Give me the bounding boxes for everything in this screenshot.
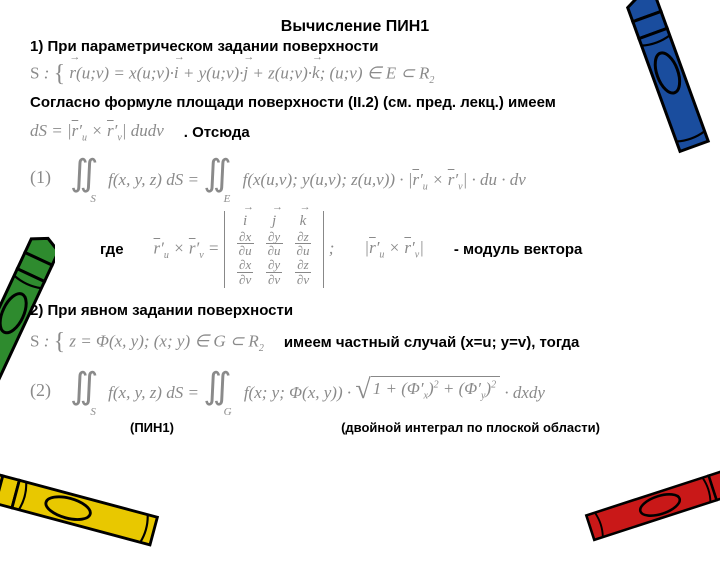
pin1-label: (ПИН1) (130, 420, 174, 435)
text-soglasno: Согласно формуле площади поверхности (II… (30, 94, 680, 111)
surface-parametric-formula: S : { r(u;v) = x(u;v)·i + y(u;v)·j + z(u… (30, 61, 680, 88)
eq1-body: ∬S f(x, y, z) dS = ∬E f(x(u,v); y(u,v); … (70, 161, 526, 192)
footer-row: (ПИН1) (двойной интеграл по плоской обла… (30, 418, 680, 437)
slide-title: Вычисление ПИН1 (30, 18, 680, 36)
eq2-body: ∬S f(x, y, z) dS = ∬G f(x; y; Φ(x, y)) ·… (70, 374, 545, 405)
determinant-row: где r′u × r′v = ijk ∂x∂u ∂y∂u ∂z∂u ∂x∂v … (30, 205, 680, 295)
explicit-row: S : { z = Φ(x, y); (x; y) ∈ G ⊂ R2 имеем… (30, 323, 680, 362)
explicit-surface-formula: S : { z = Φ(x, y); (x; y) ∈ G ⊂ R2 (30, 329, 264, 356)
equation-1: (1) ∬S f(x, y, z) dS = ∬E f(x(u,v); y(u,… (30, 155, 680, 198)
eq1-number: (1) (30, 167, 70, 188)
eq2-number: (2) (30, 380, 70, 401)
slide-content: Вычисление ПИН1 1) При параметрическом з… (0, 0, 720, 459)
crayon-bottom-yellow (0, 450, 175, 570)
note-label: (двойной интеграл по плоской области) (341, 420, 600, 435)
crayon-bottom-red (570, 450, 720, 560)
case-text: имеем частный случай (x=u; y=v), тогда (284, 334, 580, 351)
modulus-expr: |r′u × r′v| (364, 238, 424, 260)
section-1-heading: 1) При параметрическом задании поверхнос… (30, 38, 680, 55)
section-2-heading: 2) При явном задании поверхности (30, 302, 680, 319)
ds-row: dS = |r′u × r′v| dudv . Отсюда (30, 115, 680, 149)
equation-2: (2) ∬S f(x, y, z) dS = ∬G f(x; y; Φ(x, y… (30, 368, 680, 411)
ds-formula: dS = |r′u × r′v| dudv (30, 121, 164, 143)
where-label: где (100, 241, 124, 258)
cross-product-det: r′u × r′v = ijk ∂x∂u ∂y∂u ∂z∂u ∂x∂v ∂y∂v… (154, 211, 335, 289)
modulus-desc: - модуль вектора (454, 241, 582, 258)
text-otsyuda: . Отсюда (184, 124, 250, 141)
